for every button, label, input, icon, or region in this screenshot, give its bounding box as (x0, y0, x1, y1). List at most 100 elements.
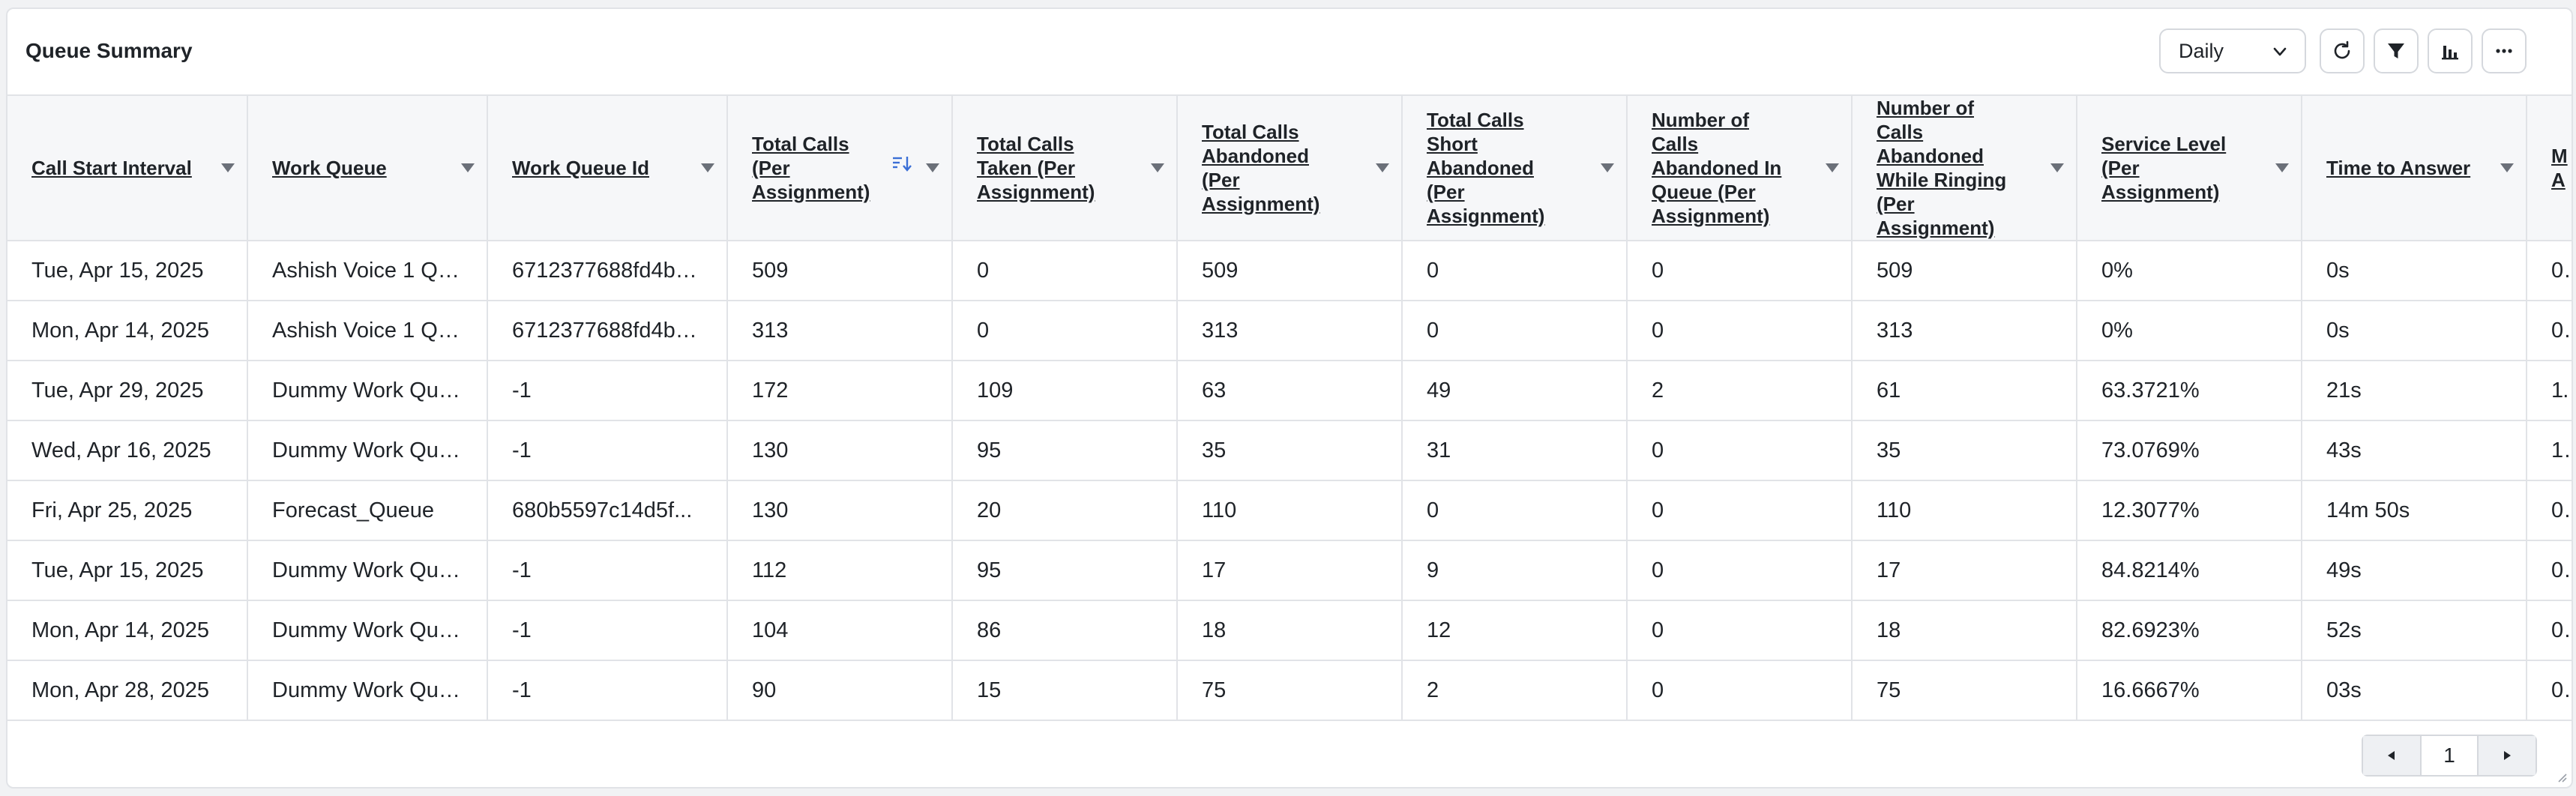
bar-chart-icon (2442, 46, 2458, 60)
panel-footer: 1 (7, 723, 2572, 787)
cell-work-queue: Dummy Work Que... (247, 600, 488, 661)
cell-work-queue: Dummy Work Que... (247, 540, 488, 601)
column-menu-caret-icon[interactable] (2275, 163, 2289, 172)
cell-calls-abandoned-in-queue: 0 (1627, 660, 1853, 721)
column-menu-caret-icon[interactable] (1376, 163, 1389, 172)
column-header-call-start-interval[interactable]: Call Start Interval (7, 96, 248, 241)
cell-total-calls-short-abandoned: 2 (1402, 660, 1628, 721)
chart-view-button[interactable] (2428, 28, 2473, 73)
cell-work-queue-id: -1 (487, 600, 728, 661)
previous-page-button[interactable] (2363, 736, 2420, 775)
cell-calls-abandoned-in-queue: 0 (1627, 600, 1853, 661)
table-row[interactable]: Mon, Apr 14, 2025 Dummy Work Que... -1 104 8… (7, 600, 2572, 661)
granularity-selected-value: Daily (2179, 39, 2224, 62)
cell-truncated: 07 (2527, 600, 2572, 661)
cell-total-calls: 90 (727, 660, 953, 721)
cell-total-calls-abandoned: 75 (1177, 660, 1403, 721)
sort-descending-icon[interactable] (891, 154, 912, 172)
cell-truncated: 09 (2527, 540, 2572, 601)
column-header-label: Work Queue Id (512, 157, 649, 179)
cell-total-calls-taken: 0 (952, 241, 1178, 301)
column-header-time-to-answer[interactable]: Time to Answer (2302, 96, 2527, 241)
cell-truncated: 03 (2527, 660, 2572, 721)
column-menu-caret-icon[interactable] (1601, 163, 1614, 172)
cell-total-calls: 130 (727, 420, 953, 481)
cell-calls-abandoned-while-ringing: 35 (1852, 420, 2077, 481)
cell-time-to-answer: 03s (2302, 660, 2527, 721)
column-header-total-calls-short-abandoned[interactable]: Total Calls Short Abandoned (Per Assignm… (1402, 96, 1628, 241)
granularity-select[interactable]: Daily (2159, 28, 2306, 73)
cell-total-calls-short-abandoned: 49 (1402, 361, 1628, 421)
cell-total-calls-taken: 15 (952, 660, 1178, 721)
table-row[interactable]: Wed, Apr 16, 2025 Dummy Work Que... -1 130 9… (7, 420, 2572, 481)
cell-service-level: 84.8214% (2077, 540, 2302, 601)
table-row[interactable]: Tue, Apr 29, 2025 Dummy Work Que... -1 172 1… (7, 361, 2572, 421)
table-row[interactable]: Tue, Apr 15, 2025 Dummy Work Que... -1 112 9… (7, 540, 2572, 601)
cell-work-queue-id: 6712377688fd4b1... (487, 301, 728, 361)
cell-calls-abandoned-in-queue: 0 (1627, 301, 1853, 361)
cell-total-calls-abandoned: 110 (1177, 480, 1403, 541)
cell-time-to-answer: 52s (2302, 600, 2527, 661)
table-row[interactable]: Mon, Apr 28, 2025 Dummy Work Que... -1 90 15… (7, 660, 2572, 721)
column-menu-caret-icon[interactable] (1826, 163, 1839, 172)
table-row[interactable]: Fri, Apr 25, 2025 Forecast_Queue 680b5597c… (7, 480, 2572, 541)
cell-truncated: 11 (2527, 361, 2572, 421)
cell-time-to-answer: 0s (2302, 241, 2527, 301)
chevron-right-icon (2504, 751, 2511, 760)
data-table-container[interactable]: Call Start Interval Work Queue Work Queu… (7, 96, 2572, 723)
refresh-button[interactable] (2320, 28, 2365, 73)
column-header-label: Call Start Interval (31, 157, 192, 179)
cell-total-calls-abandoned: 63 (1177, 361, 1403, 421)
column-menu-caret-icon[interactable] (701, 163, 714, 172)
column-menu-caret-icon[interactable] (2500, 163, 2514, 172)
cell-calls-abandoned-in-queue: 0 (1627, 540, 1853, 601)
cell-total-calls: 130 (727, 480, 953, 541)
column-header-total-calls-taken[interactable]: Total Calls Taken (Per Assignment) (952, 96, 1178, 241)
cell-total-calls-short-abandoned: 12 (1402, 600, 1628, 661)
cell-total-calls-taken: 86 (952, 600, 1178, 661)
column-menu-caret-icon[interactable] (1151, 163, 1164, 172)
queue-summary-table: Call Start Interval Work Queue Work Queu… (7, 96, 2572, 721)
cell-service-level: 12.3077% (2077, 480, 2302, 541)
cell-call-start-interval: Tue, Apr 29, 2025 (7, 361, 248, 421)
column-header-calls-abandoned-in-queue[interactable]: Number of Calls Abandoned In Queue (Per … (1627, 96, 1853, 241)
cell-service-level: 0% (2077, 301, 2302, 361)
column-menu-caret-icon[interactable] (461, 163, 475, 172)
cell-calls-abandoned-while-ringing: 17 (1852, 540, 2077, 601)
cell-work-queue: Dummy Work Que... (247, 361, 488, 421)
current-page-number[interactable]: 1 (2420, 736, 2479, 775)
column-header-label: M A (2551, 145, 2568, 191)
column-header-label: Service Level (Per Assignment) (2101, 133, 2227, 203)
table-row[interactable]: Tue, Apr 15, 2025 Ashish Voice 1 Qu... 671… (7, 241, 2572, 301)
column-header-work-queue-id[interactable]: Work Queue Id (487, 96, 728, 241)
cell-total-calls: 313 (727, 301, 953, 361)
column-header-service-level[interactable]: Service Level (Per Assignment) (2077, 96, 2302, 241)
column-header-work-queue[interactable]: Work Queue (247, 96, 488, 241)
column-header-truncated[interactable]: M A (2527, 96, 2572, 241)
cell-work-queue-id: 6712377688fd4b1... (487, 241, 728, 301)
cell-total-calls-short-abandoned: 9 (1402, 540, 1628, 601)
column-menu-caret-icon[interactable] (2050, 163, 2064, 172)
filter-button[interactable] (2374, 28, 2419, 73)
column-header-total-calls[interactable]: Total Calls (Per Assignment) (727, 96, 953, 241)
column-menu-caret-icon[interactable] (221, 163, 235, 172)
column-header-total-calls-abandoned[interactable]: Total Calls Abandoned (Per Assignment) (1177, 96, 1403, 241)
more-options-button[interactable] (2482, 28, 2527, 73)
next-page-button[interactable] (2479, 736, 2536, 775)
resize-handle-icon[interactable] (2557, 772, 2567, 783)
cell-total-calls-short-abandoned: 31 (1402, 420, 1628, 481)
column-menu-caret-icon[interactable] (926, 163, 939, 172)
cell-total-calls-short-abandoned: 0 (1402, 241, 1628, 301)
chevron-left-icon (2388, 751, 2395, 760)
column-header-calls-abandoned-while-ringing[interactable]: Number of Calls Abandoned While Ringing … (1852, 96, 2077, 241)
cell-calls-abandoned-while-ringing: 75 (1852, 660, 2077, 721)
table-row[interactable]: Mon, Apr 14, 2025 Ashish Voice 1 Qu... 671… (7, 301, 2572, 361)
cell-total-calls-taken: 0 (952, 301, 1178, 361)
panel-title: Queue Summary (25, 39, 193, 62)
cell-calls-abandoned-in-queue: 0 (1627, 420, 1853, 481)
cell-total-calls: 172 (727, 361, 953, 421)
cell-total-calls-taken: 95 (952, 540, 1178, 601)
cell-total-calls-taken: 20 (952, 480, 1178, 541)
cell-call-start-interval: Tue, Apr 15, 2025 (7, 241, 248, 301)
cell-total-calls: 112 (727, 540, 953, 601)
